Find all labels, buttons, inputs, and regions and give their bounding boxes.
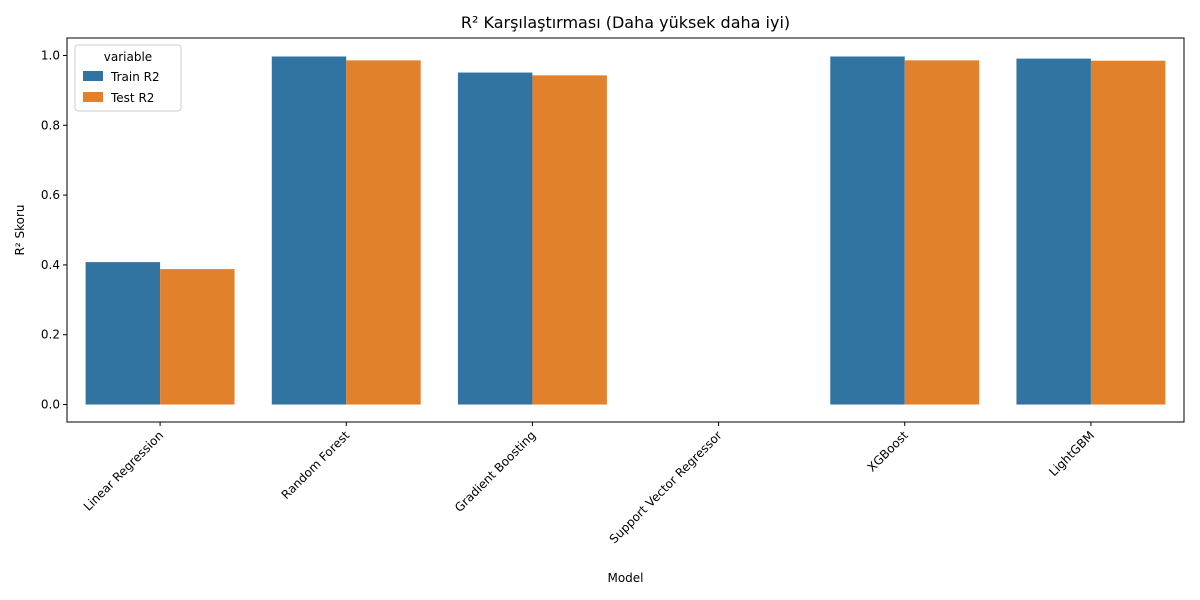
legend: variable Train R2 Test R2 bbox=[74, 44, 182, 112]
bar-1-4 bbox=[904, 60, 980, 405]
x-tick-label: Support Vector Regressor bbox=[607, 428, 725, 546]
bar-1-1 bbox=[346, 60, 421, 405]
legend-label-1: Test R2 bbox=[110, 91, 154, 105]
bar-0-0 bbox=[85, 262, 161, 405]
y-tick-label: 1.0 bbox=[41, 48, 60, 62]
y-tick-label: 0.0 bbox=[41, 398, 60, 412]
legend-title: variable bbox=[104, 50, 152, 64]
legend-swatch-1 bbox=[83, 92, 103, 102]
y-tick-label: 0.6 bbox=[41, 188, 60, 202]
x-axis-label: Model bbox=[607, 571, 643, 585]
bar-0-5 bbox=[1016, 58, 1091, 405]
y-tick-label: 0.8 bbox=[41, 118, 60, 132]
x-axis: Linear Regression Random Forest Gradient B… bbox=[81, 422, 1097, 546]
y-axis-label: R² Skoru bbox=[13, 205, 27, 256]
x-tick-label: Gradient Boosting bbox=[452, 428, 539, 515]
x-tick-label: Random Forest bbox=[279, 428, 353, 502]
chart-title: R² Karşılaştırması (Daha yüksek daha iyi… bbox=[461, 13, 790, 32]
legend-label-0: Train R2 bbox=[110, 70, 160, 84]
bar-0-4 bbox=[830, 56, 905, 405]
bar-1-5 bbox=[1090, 60, 1166, 405]
bar-1-2 bbox=[532, 75, 607, 405]
bar-0-1 bbox=[271, 56, 347, 405]
x-tick-label: Linear Regression bbox=[81, 428, 166, 513]
bar-1-0 bbox=[160, 269, 235, 405]
y-axis: 0.0 0.2 0.4 0.6 0.8 1.0 bbox=[41, 48, 67, 412]
bar-0-2 bbox=[457, 72, 533, 405]
bars-group bbox=[85, 56, 1166, 405]
plot-frame bbox=[66, 37, 1185, 423]
x-tick-label: LightGBM bbox=[1046, 428, 1097, 479]
y-tick-label: 0.4 bbox=[41, 258, 60, 272]
y-tick-label: 0.2 bbox=[41, 328, 60, 342]
x-tick-label: XGBoost bbox=[865, 428, 911, 474]
legend-swatch-0 bbox=[83, 71, 103, 81]
